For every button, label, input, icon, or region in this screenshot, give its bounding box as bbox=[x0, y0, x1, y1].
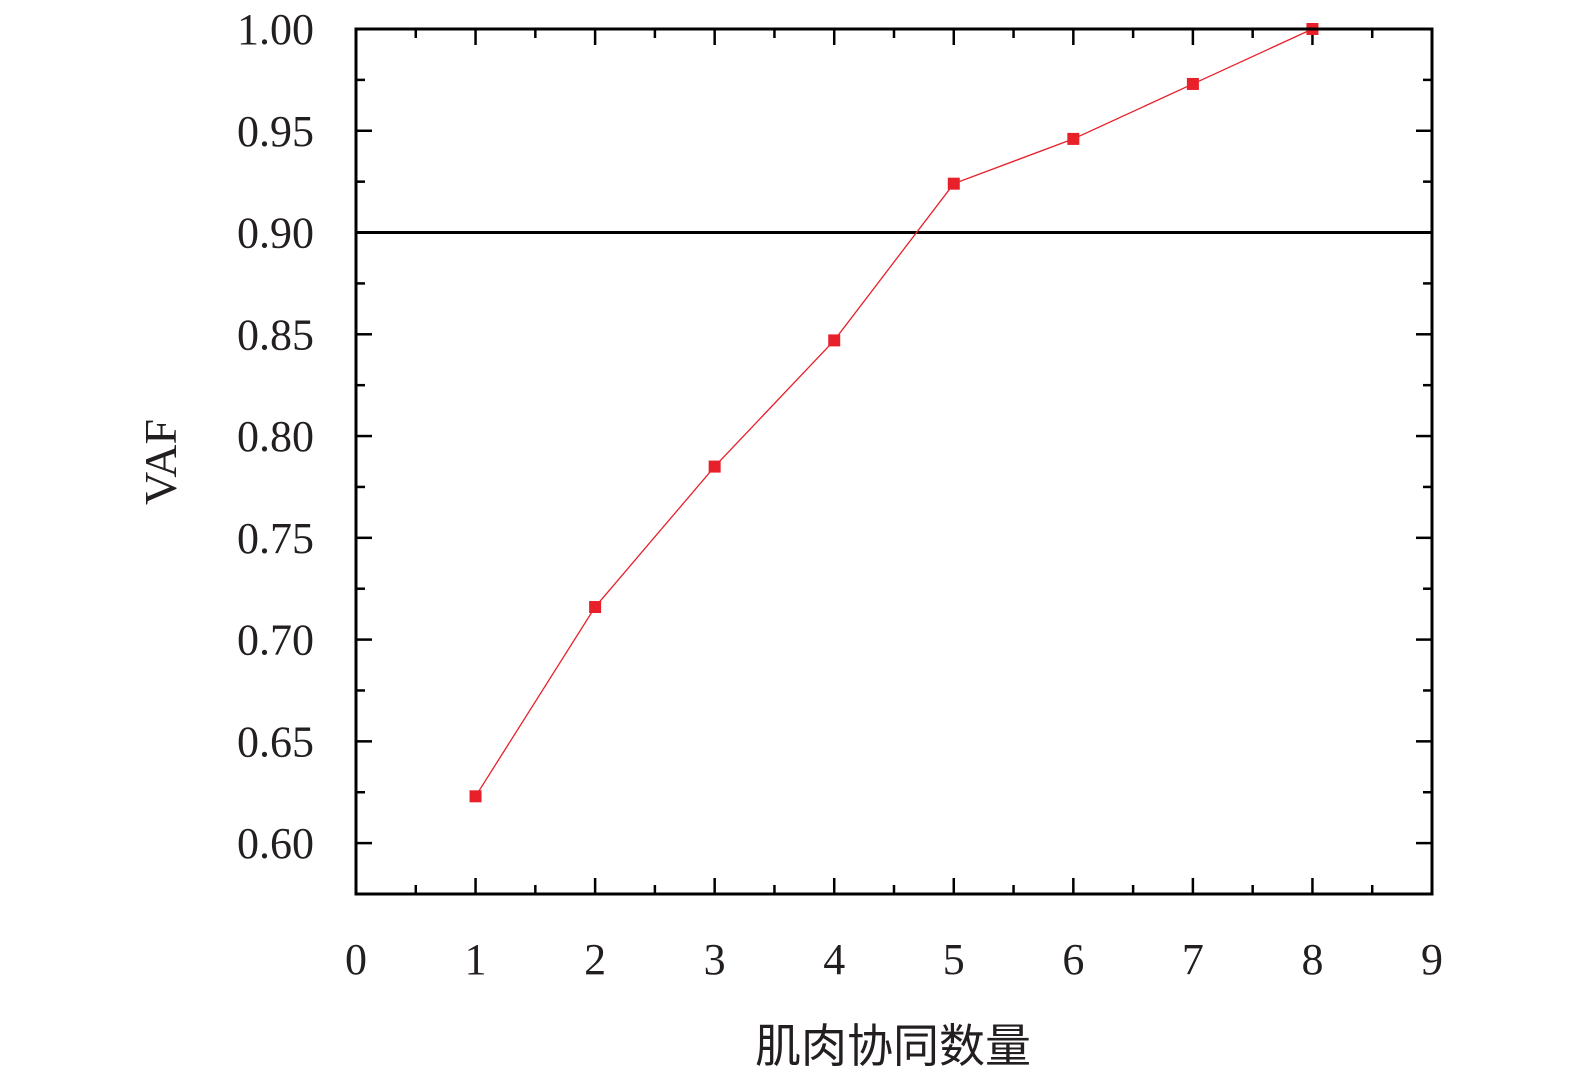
data-point bbox=[708, 460, 721, 473]
x-tick-label: 4 bbox=[823, 935, 845, 984]
x-tick-label: 7 bbox=[1182, 935, 1204, 984]
x-tick-label: 6 bbox=[1062, 935, 1084, 984]
y-tick-label: 0.90 bbox=[237, 209, 314, 258]
x-tick-label: 0 bbox=[345, 935, 367, 984]
data-point bbox=[828, 334, 841, 347]
data-point bbox=[469, 790, 482, 803]
x-tick-label: 3 bbox=[704, 935, 726, 984]
data-point bbox=[1186, 77, 1199, 90]
x-tick-label: 9 bbox=[1421, 935, 1443, 984]
x-tick-label: 8 bbox=[1301, 935, 1323, 984]
data-point bbox=[589, 601, 602, 614]
y-tick-label: 0.65 bbox=[237, 717, 314, 766]
x-tick-label: 1 bbox=[465, 935, 487, 984]
x-axis-title: 肌肉协同数量 bbox=[755, 1021, 1031, 1072]
plot-frame bbox=[354, 27, 1434, 896]
y-tick-label: 0.70 bbox=[237, 616, 314, 665]
y-tick-label: 0.75 bbox=[237, 514, 314, 563]
data-point bbox=[1067, 132, 1080, 145]
y-tick-label: 0.60 bbox=[237, 819, 314, 868]
ticks-layer bbox=[354, 27, 1434, 896]
x-tick-label: 2 bbox=[584, 935, 606, 984]
series-layer bbox=[469, 23, 1319, 803]
y-tick-label: 0.80 bbox=[237, 412, 314, 461]
y-tick-label: 1.00 bbox=[237, 5, 314, 54]
tick-labels-layer: 0 1 2 3 4 5 6 7 8 9 0.60 0.65 0.70 0.75 0.80 0.85 0.90 0.… bbox=[237, 5, 1443, 984]
data-point bbox=[947, 177, 960, 190]
y-tick-label: 0.85 bbox=[237, 310, 314, 359]
x-tick-label: 5 bbox=[943, 935, 965, 984]
series-line bbox=[475, 28, 1313, 797]
y-axis-title: VAF bbox=[135, 419, 186, 505]
y-tick-label: 0.95 bbox=[237, 107, 314, 156]
